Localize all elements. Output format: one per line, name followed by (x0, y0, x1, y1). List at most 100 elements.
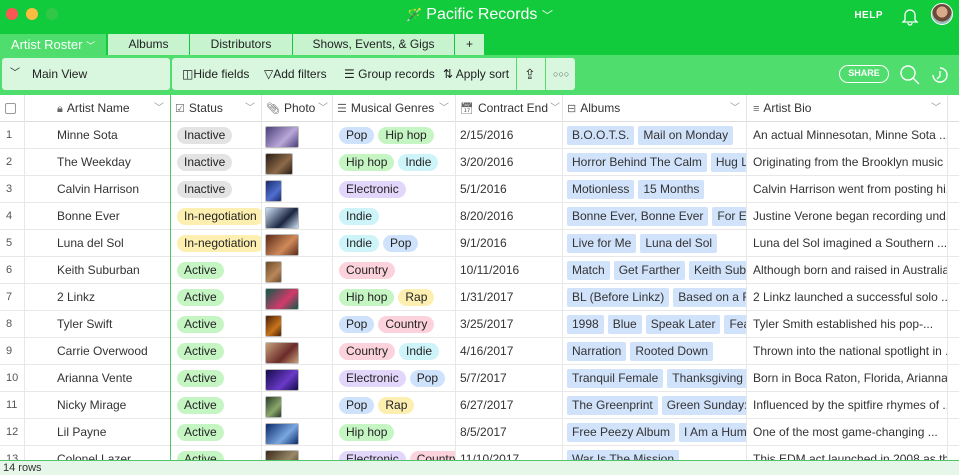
album-link[interactable]: Based on a F.A.L (673, 288, 746, 308)
contract-end-cell[interactable]: 8/20/2016 (456, 203, 563, 229)
genres-cell[interactable]: Hip hop Rap (333, 284, 456, 310)
photo-thumbnail[interactable] (265, 287, 299, 310)
help-button[interactable]: HELP (854, 10, 883, 21)
status-cell[interactable]: Active (171, 365, 262, 391)
photo-cell[interactable] (262, 203, 333, 229)
table-row[interactable]: 11 Nicky Mirage Active Pop Rap 6/27/2017 The G… (0, 392, 959, 419)
albums-cell[interactable]: BL (Before Linkz)Based on a F.A.L (563, 284, 747, 310)
contract-end-cell[interactable]: 6/27/2017 (456, 392, 563, 418)
photo-thumbnail[interactable] (265, 449, 299, 460)
chevron-down-icon[interactable]: ﹀ (550, 103, 560, 114)
table-row[interactable]: 1 Minne Sota Inactive Pop Hip hop 2/15/2016 B.… (0, 122, 959, 149)
genres-cell[interactable]: Pop Country (333, 311, 456, 337)
photo-cell[interactable] (262, 230, 333, 256)
album-link[interactable]: Blue (607, 315, 642, 335)
album-link[interactable]: Live for Me (567, 234, 637, 254)
minimize-window-button[interactable] (26, 8, 38, 20)
photo-thumbnail[interactable] (265, 206, 299, 229)
artist-name-cell[interactable]: Minne Sota (25, 122, 171, 148)
table-row[interactable]: 8 Tyler Swift Active Pop Country 3/25/2017 199… (0, 311, 959, 338)
album-link[interactable]: Luna del Sol (640, 234, 718, 254)
artist-name-cell[interactable]: Calvin Harrison (25, 176, 171, 202)
artist-bio-cell[interactable]: Influenced by the spitfire rhymes of ... (747, 392, 948, 418)
row-number[interactable]: 8 (0, 311, 25, 337)
photo-cell[interactable] (262, 122, 333, 148)
genres-cell[interactable]: Electronic Country (333, 446, 456, 460)
genres-cell[interactable]: Hip hop Indie (333, 149, 456, 175)
artist-name-cell[interactable]: Lil Payne (25, 419, 171, 445)
view-switcher[interactable]: ﹀ Main View (2, 58, 170, 90)
genres-cell[interactable]: Indie (333, 203, 456, 229)
genres-cell[interactable]: Country (333, 257, 456, 283)
row-number[interactable]: 7 (0, 284, 25, 310)
select-all-checkbox[interactable] (0, 95, 25, 122)
artist-name-cell[interactable]: Keith Suburban (25, 257, 171, 283)
genres-cell[interactable]: Country Indie (333, 338, 456, 364)
row-number[interactable]: 9 (0, 338, 25, 364)
photo-thumbnail[interactable] (265, 152, 293, 175)
genres-cell[interactable]: Pop Hip hop (333, 122, 456, 148)
table-row[interactable]: 10 Arianna Vente Active Electronic Pop 5/7/20… (0, 365, 959, 392)
photo-cell[interactable] (262, 446, 333, 460)
status-cell[interactable]: Active (171, 284, 262, 310)
contract-end-cell[interactable]: 8/5/2017 (456, 419, 563, 445)
artist-bio-cell[interactable]: 2 Linkz launched a successful solo ... (747, 284, 948, 310)
photo-thumbnail[interactable] (265, 341, 299, 364)
contract-end-cell[interactable]: 1/31/2017 (456, 284, 563, 310)
albums-cell[interactable]: Narration Rooted Down (563, 338, 747, 364)
artist-bio-cell[interactable]: Justine Verone began recording und... (747, 203, 948, 229)
avatar[interactable] (931, 3, 953, 25)
column-header-albums[interactable]: ⊟ Albums ﹀ (563, 95, 747, 122)
artist-bio-cell[interactable]: One of the most game-changing ... (747, 419, 948, 445)
photo-cell[interactable] (262, 257, 333, 283)
photo-cell[interactable] (262, 149, 333, 175)
row-number[interactable]: 11 (0, 392, 25, 418)
artist-bio-cell[interactable]: Although born and raised in Australia... (747, 257, 948, 283)
albums-cell[interactable]: Motionless 15 Months (563, 176, 747, 202)
album-link[interactable]: Fearful (724, 315, 746, 335)
group-records-button[interactable]: ☰ Group records (344, 67, 435, 81)
tab-albums[interactable]: Albums (108, 34, 190, 55)
album-link[interactable]: Thanksgiving & Ch (667, 369, 746, 389)
artist-name-cell[interactable]: 2 Linkz (25, 284, 171, 310)
contract-end-cell[interactable]: 4/16/2017 (456, 338, 563, 364)
chevron-down-icon[interactable]: ﹀ (439, 103, 449, 114)
status-cell[interactable]: Active (171, 311, 262, 337)
row-number[interactable]: 3 (0, 176, 25, 202)
album-link[interactable]: BL (Before Linkz) (567, 288, 670, 308)
status-cell[interactable]: Active (171, 257, 262, 283)
table-row[interactable]: 13 Colonel Lazer Active Electronic Country 11… (0, 446, 959, 460)
status-cell[interactable]: Active (171, 446, 262, 460)
chevron-down-icon[interactable]: ﹀ (154, 103, 164, 114)
album-link[interactable]: Rooted Down (630, 342, 714, 362)
contract-end-cell[interactable]: 5/7/2017 (456, 365, 563, 391)
album-link[interactable]: Match (567, 261, 610, 281)
artist-bio-cell[interactable]: Originating from the Brooklyn music ... (747, 149, 948, 175)
search-icon[interactable] (899, 64, 921, 86)
contract-end-cell[interactable]: 3/20/2016 (456, 149, 563, 175)
album-link[interactable]: 1998 (567, 315, 604, 335)
album-link[interactable]: Bonne Ever, Bonne Ever (567, 207, 709, 227)
hide-fields-button[interactable]: ◫Hide fields (182, 67, 250, 81)
artist-name-cell[interactable]: Carrie Overwood (25, 338, 171, 364)
photo-cell[interactable] (262, 311, 333, 337)
album-link[interactable]: Mail on Monday (638, 126, 734, 146)
albums-cell[interactable]: Live for Me Luna del Sol (563, 230, 747, 256)
table-row[interactable]: 9 Carrie Overwood Active Country Indie 4/16/2… (0, 338, 959, 365)
album-link[interactable]: Horror Behind The Calm (567, 153, 707, 173)
album-link[interactable]: Get Farther (613, 261, 686, 281)
album-link[interactable]: Narration (567, 342, 627, 362)
contract-end-cell[interactable]: 9/1/2016 (456, 230, 563, 256)
close-window-button[interactable] (6, 8, 18, 20)
artist-name-cell[interactable]: Nicky Mirage (25, 392, 171, 418)
contract-end-cell[interactable]: 5/1/2016 (456, 176, 563, 202)
photo-cell[interactable] (262, 338, 333, 364)
history-icon[interactable] (929, 64, 951, 86)
album-link[interactable]: I Am a Human B (679, 423, 746, 443)
album-link[interactable]: 15 Months (638, 180, 705, 200)
artist-bio-cell[interactable]: Calvin Harrison went from posting hi... (747, 176, 948, 202)
